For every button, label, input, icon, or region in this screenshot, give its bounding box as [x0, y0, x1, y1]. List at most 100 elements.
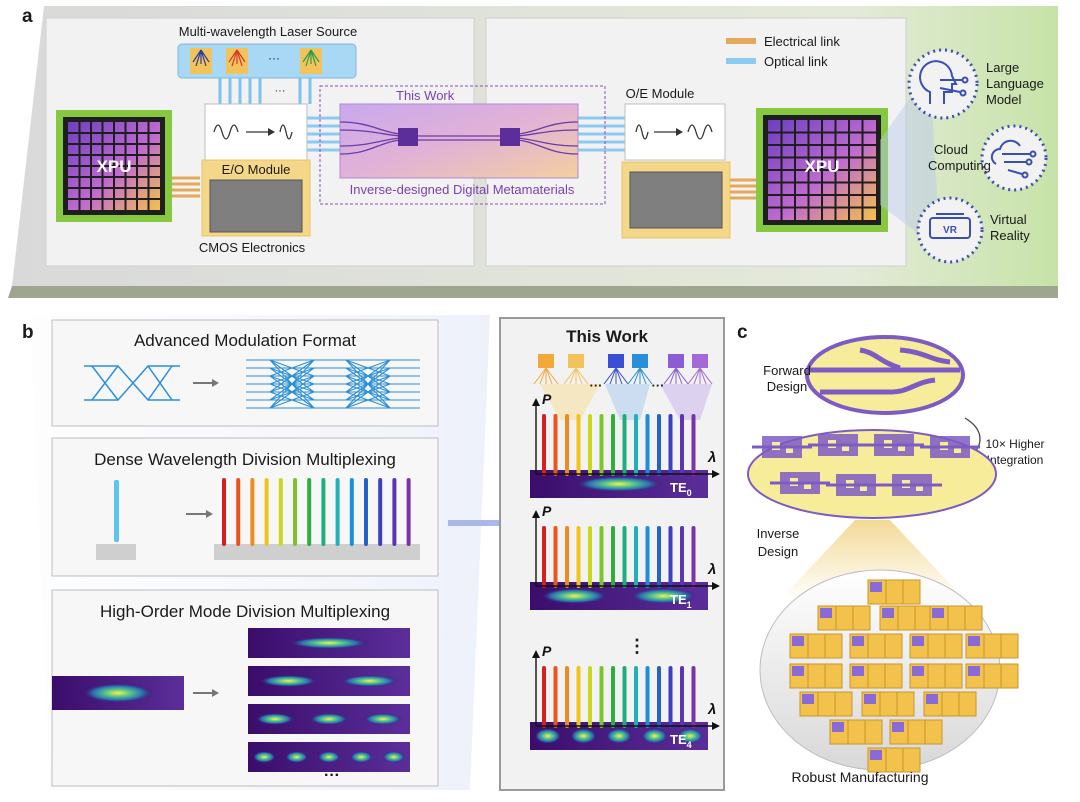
- mode-lobe: [252, 751, 276, 763]
- app-vr-line-2: Reality: [990, 228, 1030, 243]
- lambda-axis-label: λ: [707, 561, 716, 578]
- laser-ray: [569, 367, 577, 385]
- laser-ray: [639, 367, 647, 385]
- this-work-panel: This Work ··· ··· Pλ TE0 Pλ TE1 Pλ TE4 ⋮: [499, 317, 725, 791]
- spectrum-line: [645, 414, 650, 476]
- metamaterial-chip: [339, 103, 579, 179]
- modulation-title: Advanced Modulation Format: [134, 331, 356, 350]
- spectrum-line: [680, 526, 684, 588]
- die-metamaterial: [912, 636, 924, 646]
- laser-ray: [615, 367, 629, 385]
- electrical-link-left: [172, 176, 200, 198]
- spectrum-line: [599, 666, 604, 728]
- laser-ray: [675, 367, 689, 385]
- fiber-ellipsis: ···: [275, 85, 286, 97]
- die-metamaterial: [870, 582, 882, 592]
- mode-lobe: [289, 637, 369, 649]
- modulation-box: Advanced Modulation Format: [51, 319, 439, 427]
- laser-head: [538, 354, 554, 368]
- spectrum-line: [565, 414, 569, 476]
- spectrum-line: [691, 414, 696, 476]
- lambda-axis-arrow: [712, 470, 720, 478]
- mode-lobe: [629, 588, 698, 604]
- laser-ray: [539, 367, 547, 385]
- spectrum-line: [542, 666, 546, 728]
- lambda-axis-arrow: [712, 722, 720, 730]
- top-ellipsis-1: ···: [590, 378, 603, 393]
- mode-lobe: [349, 751, 374, 763]
- spectrum-line: [657, 666, 661, 728]
- eye-diagram-simple: [84, 365, 180, 401]
- laser-ray: [627, 367, 641, 385]
- mode-lobe: [255, 713, 295, 725]
- panel-a: a Multi-wavelength Laser Source ··· ···: [8, 6, 1058, 298]
- oe-module: [621, 103, 731, 239]
- die-metamaterial: [792, 666, 804, 676]
- cloud-circuit-icon: [990, 139, 1037, 179]
- wdm-wavelength-line: [293, 478, 297, 546]
- wdm-wavelengths: [222, 478, 411, 546]
- wafer-die: [789, 633, 843, 659]
- app-vr-line-1: Virtual: [990, 212, 1027, 227]
- mode-subscript: 0: [687, 488, 692, 498]
- xpu-left-label: XPU: [97, 157, 132, 176]
- die-metamaterial: [852, 666, 864, 676]
- spectrum-line: [668, 414, 673, 476]
- laser-ray: [563, 367, 577, 385]
- laser-ray: [545, 367, 553, 385]
- this-work-label: This Work: [396, 88, 455, 103]
- laser-head: [608, 354, 624, 368]
- laser-ray: [533, 367, 547, 385]
- die-metamaterial: [870, 750, 882, 760]
- wdm-wavelength-line: [335, 478, 340, 546]
- xpu-right: XPU: [756, 108, 888, 232]
- wafer-die: [861, 691, 915, 717]
- lambda-axis-label: λ: [707, 701, 716, 718]
- wdm-wavelength-line: [364, 478, 368, 546]
- wafer-die: [849, 663, 903, 689]
- wafer-die: [965, 663, 1019, 689]
- panel-b: b Advanced Modulation Format Dense Wavel…: [22, 315, 725, 791]
- mode-label: TE0: [670, 480, 692, 498]
- eye-transition: [345, 359, 391, 409]
- optical-links-left: [307, 116, 340, 152]
- eye-transition: [345, 359, 391, 393]
- spectrum-line: [657, 414, 661, 476]
- mdm-box: High-Order Mode Division Multiplexing ··…: [51, 589, 439, 787]
- spectrum-line: [634, 526, 638, 588]
- spectrum-line: [588, 526, 592, 588]
- mode-lobe: [540, 588, 609, 604]
- eye-transition: [269, 359, 315, 409]
- forward-design-disk: [805, 335, 965, 415]
- wdm-wavelength-line: [406, 478, 411, 546]
- wafer-die: [879, 605, 933, 631]
- p-axis-arrow: [532, 510, 540, 518]
- integration-line-2: Integration: [987, 453, 1044, 467]
- die-metamaterial: [832, 722, 844, 732]
- wafer-die: [799, 691, 853, 717]
- mdm-ellipsis: ···: [324, 767, 340, 784]
- mode-subscript: 4: [687, 740, 692, 750]
- wafer-die: [789, 663, 843, 689]
- laser-cone: [605, 384, 650, 420]
- optical-links-right: [578, 116, 625, 152]
- spectrum-line: [622, 526, 627, 588]
- spectrum-line: [553, 414, 558, 476]
- wdm-title: Dense Wavelength Division Multiplexing: [94, 450, 396, 469]
- die-metamaterial: [968, 666, 980, 676]
- spectrum-line: [691, 526, 696, 588]
- spectrum-line: [576, 666, 581, 728]
- eye-transition: [269, 375, 315, 409]
- p-axis-label: P: [542, 503, 552, 519]
- legend-electrical: Electrical link: [764, 34, 840, 49]
- wdm-wavelength-line: [321, 478, 326, 546]
- eye-transition: [345, 391, 391, 409]
- mode-lobe: [363, 713, 403, 725]
- vertical-ellipsis: ⋮: [628, 636, 646, 656]
- wafer: [759, 569, 1019, 773]
- inverse-line-2: Design: [758, 544, 798, 559]
- application-beam: [880, 70, 940, 250]
- inverse-line-1: Inverse: [757, 526, 800, 541]
- laser-ellipsis: ···: [268, 51, 280, 65]
